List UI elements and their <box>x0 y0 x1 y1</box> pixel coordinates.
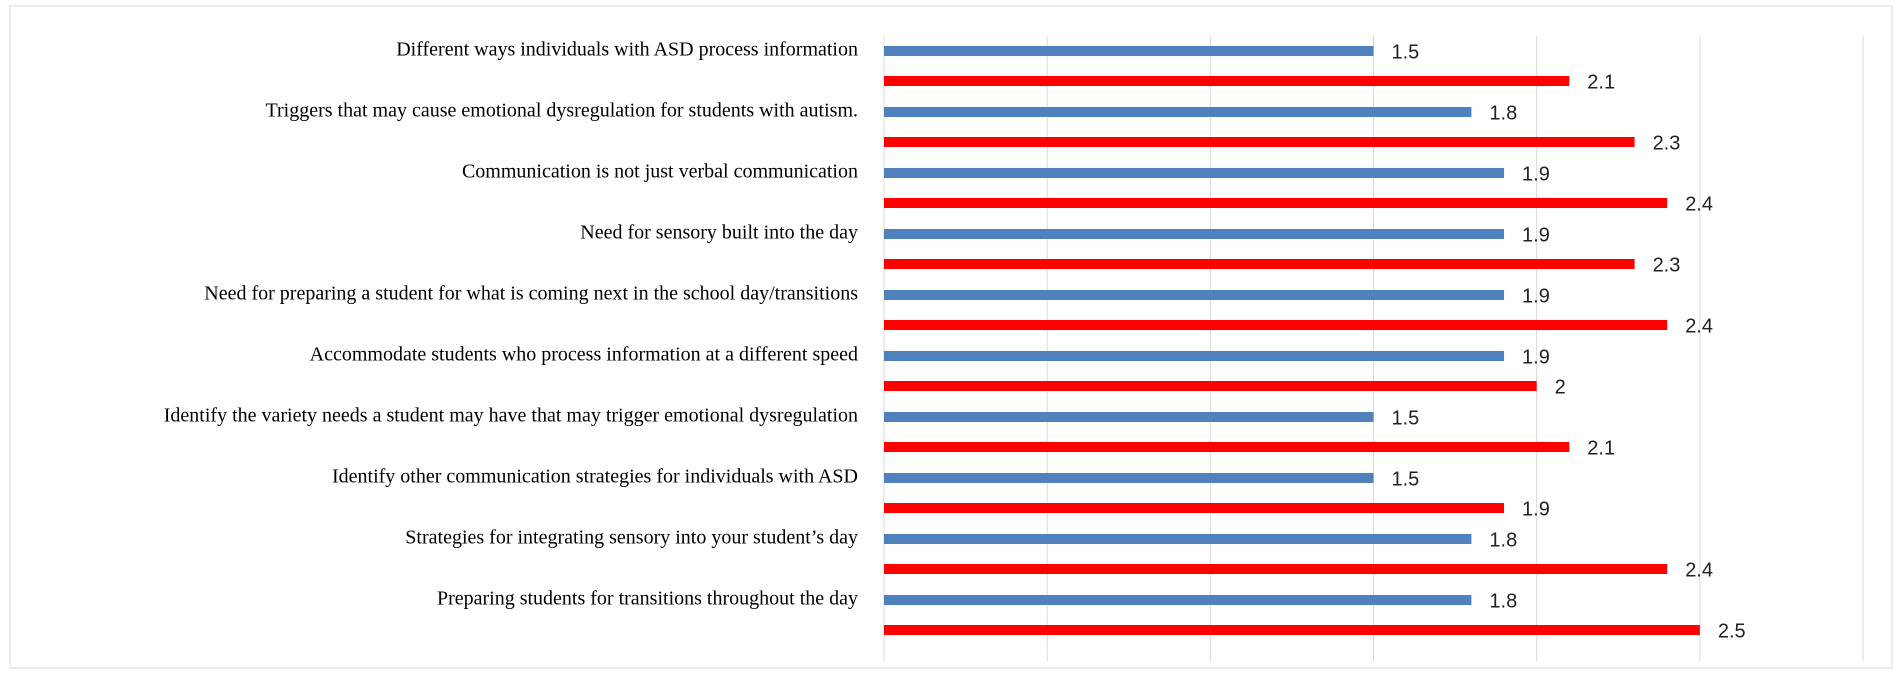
value-label: 1.5 <box>1392 468 1420 490</box>
value-label: 1.9 <box>1522 285 1550 307</box>
bar <box>884 473 1374 483</box>
value-label: 1.8 <box>1489 102 1517 124</box>
value-label: 2.1 <box>1587 71 1615 93</box>
bar <box>884 534 1472 544</box>
bar <box>884 168 1505 178</box>
value-label: 1.5 <box>1392 41 1420 63</box>
category-label: Communication is not just verbal communi… <box>462 161 858 183</box>
value-label: 1.9 <box>1522 163 1550 185</box>
category-label: Identify other communication strategies … <box>332 466 858 488</box>
category-label: Preparing students for transitions throu… <box>437 588 858 610</box>
category-label: Identify the variety needs a student may… <box>164 405 858 427</box>
value-label: 2.3 <box>1653 254 1681 276</box>
category-label: Triggers that may cause emotional dysreg… <box>266 100 859 122</box>
bar <box>884 503 1505 513</box>
value-label: 2.4 <box>1685 559 1713 581</box>
value-label: 2.4 <box>1685 193 1713 215</box>
bar <box>884 412 1374 422</box>
category-label: Need for sensory built into the day <box>580 222 858 244</box>
value-label: 2.5 <box>1718 620 1746 642</box>
category-label: Different ways individuals with ASD proc… <box>396 39 858 61</box>
category-label: Accommodate students who process informa… <box>310 344 858 366</box>
value-label: 1.8 <box>1489 529 1517 551</box>
bar <box>884 259 1635 269</box>
category-label: Strategies for integrating sensory into … <box>405 527 858 549</box>
value-label: 2.3 <box>1653 132 1681 154</box>
bar <box>884 320 1668 330</box>
bar <box>884 107 1472 117</box>
value-label: 2.4 <box>1685 315 1713 337</box>
value-label: 1.5 <box>1392 407 1420 429</box>
category-label: Need for preparing a student for what is… <box>204 283 858 305</box>
bar <box>884 351 1505 361</box>
value-label: 1.8 <box>1489 590 1517 612</box>
bar <box>884 46 1374 56</box>
bar <box>884 381 1537 391</box>
value-label: 1.9 <box>1522 498 1550 520</box>
bar <box>884 290 1505 300</box>
bar <box>884 229 1505 239</box>
bar <box>884 137 1635 147</box>
value-label: 2 <box>1555 376 1566 398</box>
bar <box>884 625 1700 635</box>
bar <box>884 564 1668 574</box>
bar <box>884 198 1668 208</box>
bar <box>884 442 1570 452</box>
value-label: 1.9 <box>1522 224 1550 246</box>
bar <box>884 76 1570 86</box>
bar <box>884 595 1472 605</box>
value-label: 1.9 <box>1522 346 1550 368</box>
value-label: 2.1 <box>1587 437 1615 459</box>
